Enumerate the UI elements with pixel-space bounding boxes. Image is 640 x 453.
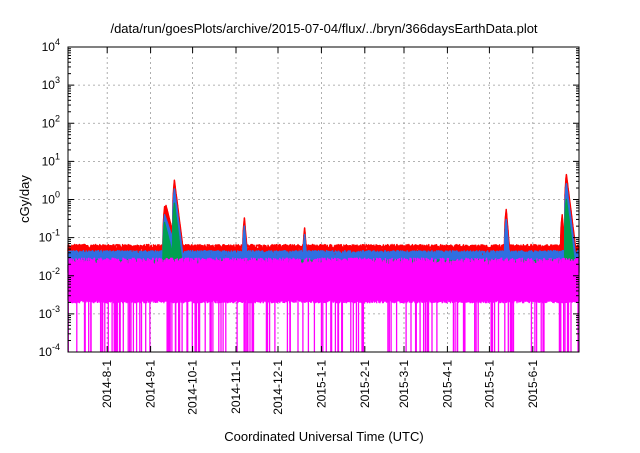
- y-tick-label: 104: [42, 37, 60, 54]
- y-tick-label: 102: [42, 113, 60, 130]
- y-axis: 10-4 10-3 10-2 10-1 100 101 102 103 104: [39, 37, 579, 359]
- y-tick-label: 10-2: [39, 266, 60, 283]
- plot-series: [67, 173, 580, 352]
- x-tick-label: 2015-3-1: [397, 360, 411, 408]
- y-tick-label: 101: [42, 151, 60, 168]
- x-tick-label: 2015-4-1: [440, 360, 454, 408]
- x-axis-label: Coordinated Universal Time (UTC): [224, 429, 423, 444]
- x-tick-label: 2015-1-1: [314, 360, 328, 408]
- y-tick-label: 10-1: [39, 228, 60, 245]
- x-tick-label: 2014-9-1: [144, 360, 158, 408]
- grid: [68, 46, 579, 353]
- x-tick-label: 2015-2-1: [358, 360, 372, 408]
- x-tick-label: 2015-6-1: [526, 360, 540, 408]
- y-tick-label: 10-4: [39, 342, 60, 359]
- series-2-line: [67, 183, 580, 258]
- x-axis: 2014-8-1 2014-9-1 2014-10-1 2014-11-1 2014-1…: [100, 47, 540, 415]
- x-tick-label: 2014-11-1: [229, 360, 243, 414]
- series-1-line: [67, 173, 580, 252]
- chart-title: /data/run/goesPlots/archive/2015-07-04/f…: [110, 21, 537, 36]
- x-tick-label: 2014-10-1: [186, 360, 200, 415]
- series-4-line: [67, 257, 580, 352]
- x-tick-label: 2014-12-1: [271, 360, 285, 415]
- x-tick-label: 2015-5-1: [482, 360, 496, 408]
- y-axis-label: cGy/day: [17, 175, 32, 223]
- y-tick-label: 10-3: [39, 304, 60, 321]
- y-tick-label: 100: [42, 190, 60, 207]
- x-tick-label: 2014-8-1: [100, 360, 114, 408]
- y-tick-label: 103: [42, 75, 60, 92]
